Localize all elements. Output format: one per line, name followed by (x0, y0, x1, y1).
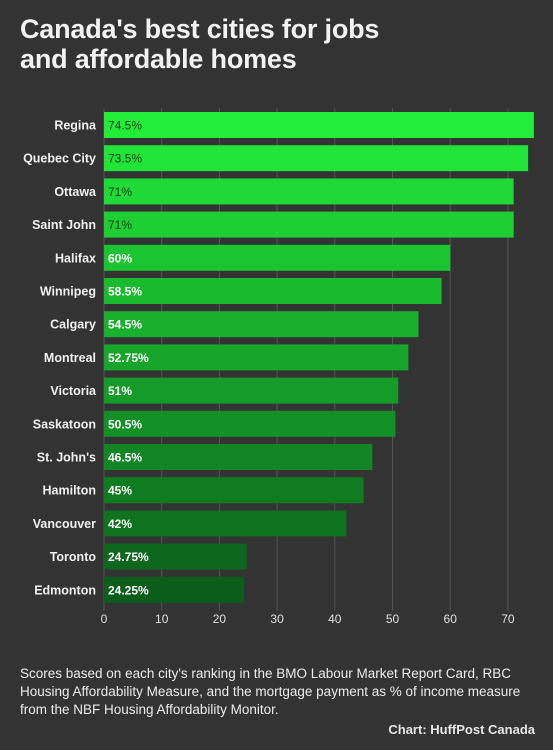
category-label: Ottawa (54, 185, 97, 199)
x-tick-label: 20 (213, 612, 227, 626)
category-label: St. John's (37, 451, 96, 465)
category-label: Montreal (44, 351, 96, 365)
category-label: Edmonton (34, 583, 96, 597)
x-tick-label: 40 (328, 612, 342, 626)
bar-calgary (104, 311, 419, 338)
bar-ottawa (104, 178, 514, 205)
bar-edmonton (104, 576, 244, 603)
category-label: Saint John (32, 218, 96, 232)
bar-winnipeg (104, 278, 442, 304)
data-label: 45% (108, 484, 132, 498)
x-tick-label: 10 (155, 612, 169, 626)
data-label: 58.5% (108, 285, 142, 299)
x-tick-label: 50 (386, 612, 400, 626)
data-label: 74.5% (108, 119, 142, 133)
bar-vancouver (104, 510, 347, 537)
bar-saint-john (104, 211, 514, 238)
x-tick-label: 60 (444, 612, 458, 626)
category-label: Halifax (55, 251, 96, 265)
category-label: Victoria (50, 384, 97, 398)
bar-hamilton (104, 477, 364, 504)
data-label: 71% (108, 218, 132, 232)
data-label: 60% (108, 251, 132, 265)
bar-halifax (104, 244, 451, 271)
x-tick-label: 0 (101, 612, 108, 626)
chart-title-line-1: Canada's best cities for jobs (20, 14, 380, 44)
bar-chart: 0 10 20 30 40 50 60 70 Regina 74.5% Quebec City 73.… (23, 108, 534, 626)
data-label: 73.5% (108, 152, 142, 166)
data-label: 46.5% (108, 451, 142, 465)
category-label: Quebec City (23, 152, 96, 166)
chart-title: Canada's best cities for jobs and afford… (20, 14, 540, 74)
category-label: Hamilton (43, 484, 96, 498)
category-label: Regina (54, 119, 97, 133)
bar-montreal (104, 344, 409, 371)
data-label: 24.75% (108, 550, 149, 564)
data-label: 42% (108, 517, 132, 531)
data-label: 54.5% (108, 318, 142, 332)
data-label: 24.25% (108, 583, 149, 597)
bar-regina (104, 112, 534, 138)
bar-toronto (104, 543, 247, 570)
category-label: Calgary (50, 318, 96, 332)
bar-saskatoon (104, 410, 396, 437)
chart-footnote: Scores based on each city's ranking in t… (20, 666, 521, 717)
x-tick-label: 70 (501, 612, 515, 626)
category-label: Winnipeg (40, 285, 96, 299)
bar-quebec-city (104, 145, 529, 172)
chart-title-line-2: and affordable homes (20, 44, 297, 74)
bar-st-john-s (104, 444, 373, 470)
data-label: 71% (108, 185, 132, 199)
data-label: 50.5% (108, 417, 142, 431)
category-label: Saskatoon (33, 417, 96, 431)
x-tick-label: 30 (270, 612, 284, 626)
data-label: 52.75% (108, 351, 149, 365)
category-label: Toronto (50, 550, 97, 564)
bar-victoria (104, 377, 399, 404)
category-label: Vancouver (33, 517, 96, 531)
data-label: 51% (108, 384, 132, 398)
chart-credit: Chart: HuffPost Canada (388, 722, 535, 737)
